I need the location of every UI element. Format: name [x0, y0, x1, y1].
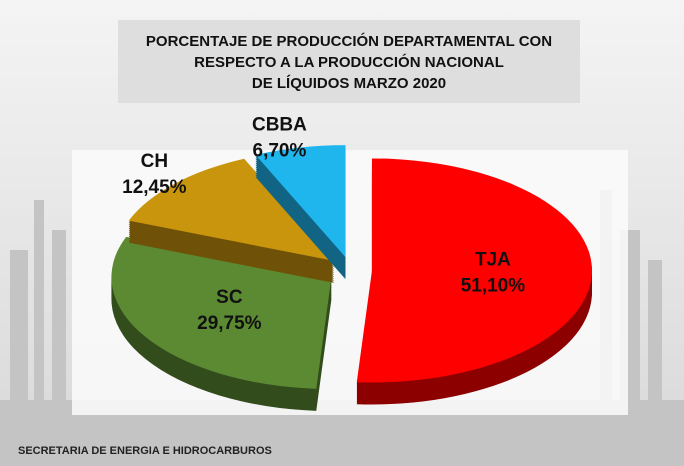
category-label: TJA — [475, 250, 511, 271]
data-label: 51,10% — [461, 276, 526, 297]
slice — [111, 236, 332, 411]
source-note: SECRETARIA DE ENERGIA E HIDROCARBUROS — [18, 445, 272, 457]
data-label: 12,45% — [122, 177, 187, 198]
slice — [255, 145, 346, 280]
data-label: 6,70% — [253, 141, 307, 162]
chart-title: PORCENTAJE DE PRODUCCIÓN DEPARTAMENTAL C… — [146, 32, 552, 50]
slice — [356, 158, 592, 405]
title-box — [118, 20, 580, 103]
slice-top — [111, 236, 332, 389]
slice — [128, 158, 335, 283]
data-label: 29,75% — [197, 313, 262, 334]
slice-top — [255, 145, 346, 258]
category-label: CH — [141, 151, 168, 172]
slice-top — [128, 158, 335, 261]
chart-title: DE LÍQUIDOS MARZO 2020 — [252, 75, 446, 92]
category-label: CBBA — [252, 115, 307, 136]
pie: TJA 51,10% SC 29,75% CH 12,45% CBBA 6,70% — [111, 115, 592, 411]
slice-top — [356, 158, 592, 383]
chart-title: RESPECTO A LA PRODUCCIÓN NACIONAL — [194, 53, 504, 71]
category-label: SC — [216, 287, 243, 308]
